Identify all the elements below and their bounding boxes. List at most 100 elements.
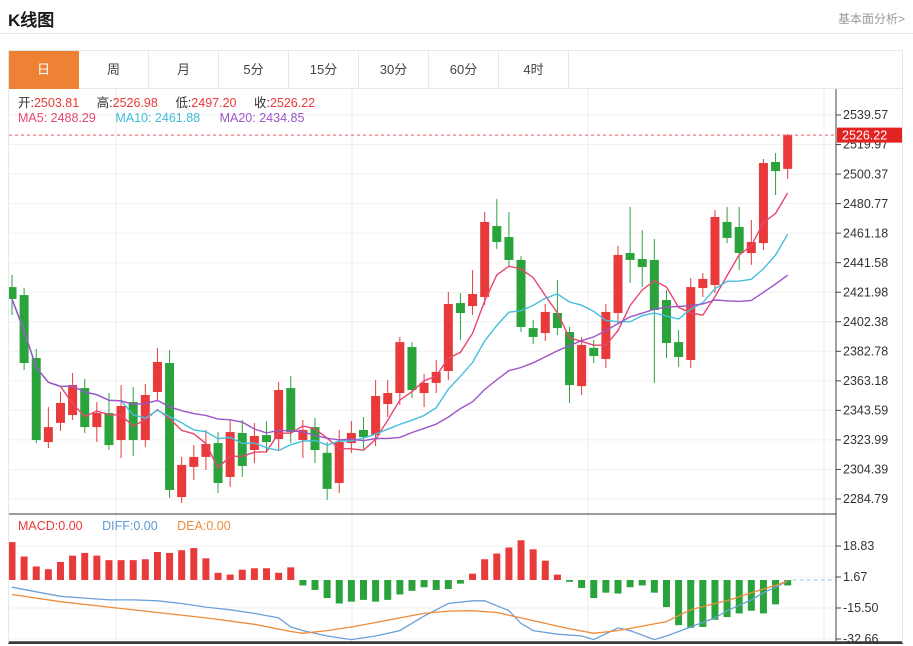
candle-body xyxy=(589,347,599,356)
candle-body xyxy=(686,287,696,361)
price-label: 2461.18 xyxy=(843,226,888,240)
candle-body xyxy=(516,259,526,328)
tab-15min[interactable]: 15分 xyxy=(289,51,359,89)
candle-body xyxy=(371,396,381,436)
dea-line xyxy=(11,580,788,634)
macd-label: -32.66 xyxy=(843,632,878,643)
macd-bar xyxy=(250,568,258,581)
candle-body xyxy=(383,393,393,405)
kline-chart-svg[interactable]: 2539.572519.972500.372480.772461.182441.… xyxy=(9,89,902,643)
macd-label: 1.67 xyxy=(843,570,867,584)
macd-bar xyxy=(347,580,355,602)
price-label: 2343.59 xyxy=(843,404,888,418)
candle-body xyxy=(358,429,368,438)
candle-body xyxy=(661,300,671,343)
macd-bar xyxy=(56,561,64,581)
candle-body xyxy=(334,442,344,484)
ma10-value: MA10: 2461.88 xyxy=(115,111,201,125)
ma-line-ma10 xyxy=(11,233,789,452)
price-label: 2500.37 xyxy=(843,167,888,181)
macd-bar xyxy=(481,559,489,581)
candle-body xyxy=(771,161,781,172)
price-label: 2323.99 xyxy=(843,433,888,447)
low-value: 2497.20 xyxy=(191,96,237,110)
macd-bar xyxy=(578,580,586,588)
tab-day[interactable]: 日 xyxy=(9,51,79,89)
candle-body xyxy=(613,254,623,313)
candle-body xyxy=(528,328,538,337)
candle-body xyxy=(286,388,296,433)
candle-body xyxy=(116,405,126,441)
fundamental-analysis-link[interactable]: 基本面分析> xyxy=(837,12,905,26)
price-label: 2421.98 xyxy=(843,285,888,299)
macd-bar xyxy=(69,555,77,581)
candle-body xyxy=(104,413,114,446)
candle-body xyxy=(165,363,175,490)
candle-body xyxy=(419,382,429,394)
candle-body xyxy=(213,443,223,484)
candle-body xyxy=(68,385,78,416)
candle-body xyxy=(298,429,308,441)
tab-5min[interactable]: 5分 xyxy=(219,51,289,89)
tab-60min[interactable]: 60分 xyxy=(429,51,499,89)
macd-bar xyxy=(372,580,380,602)
macd-bar xyxy=(650,580,658,593)
candle-body xyxy=(674,342,684,358)
macd-bar xyxy=(287,567,295,581)
macd-bar xyxy=(456,580,464,584)
candle-body xyxy=(19,295,29,364)
candle-body xyxy=(225,432,235,477)
macd-bar xyxy=(20,556,28,581)
macd-bar xyxy=(311,580,319,590)
tab-30min[interactable]: 30分 xyxy=(359,51,429,89)
candle-body xyxy=(177,464,187,498)
candle-body xyxy=(710,216,720,285)
candle-body xyxy=(722,221,732,238)
macd-bar xyxy=(166,552,174,581)
macd-bar xyxy=(117,560,125,581)
candle-body xyxy=(237,432,247,466)
ma20-value: MA20: 2434.85 xyxy=(219,111,305,125)
macd-bar xyxy=(420,580,428,588)
macd-bar xyxy=(723,580,731,618)
macd-value: MACD:0.00 xyxy=(18,519,83,533)
macd-bar xyxy=(493,553,501,581)
tab-row-spacer xyxy=(569,51,902,88)
ma-bar: MA5: 2488.29 MA10: 2461.88 MA20: 2434.85 xyxy=(18,111,304,125)
macd-bar xyxy=(214,572,222,581)
diff-value: DIFF:0.00 xyxy=(102,519,158,533)
title-divider xyxy=(0,33,913,34)
macd-bar xyxy=(566,580,574,582)
page-title: K线图 xyxy=(8,11,55,30)
high-value: 2526.98 xyxy=(112,96,158,110)
macd-bar xyxy=(699,580,707,627)
tab-week[interactable]: 周 xyxy=(79,51,149,89)
candle-body xyxy=(649,259,659,310)
candle-body xyxy=(407,347,417,391)
candle-body xyxy=(43,427,53,443)
candle-body xyxy=(698,278,708,288)
tab-month[interactable]: 月 xyxy=(149,51,219,89)
candle-body xyxy=(637,259,647,268)
candle-body xyxy=(92,413,102,428)
close-value: 2526.22 xyxy=(269,96,316,110)
tab-4hour[interactable]: 4时 xyxy=(499,51,569,89)
macd-bar xyxy=(469,573,477,581)
chart-container: 日 周 月 5分 15分 30分 60分 4时 2539.57 2519.97 25… xyxy=(8,50,903,644)
macd-label: 18.83 xyxy=(843,539,874,553)
macd-bar xyxy=(226,574,234,581)
macd-bar xyxy=(553,574,561,581)
price-label: 2284.79 xyxy=(843,492,888,506)
candle-body xyxy=(189,456,199,467)
price-label: 2402.38 xyxy=(843,315,888,329)
open-value: 2503.81 xyxy=(33,96,80,110)
candle-body xyxy=(577,344,587,387)
macd-indicator-bar: MACD:0.00 DIFF:0.00 DEA:0.00 xyxy=(18,519,231,533)
macd-bar xyxy=(675,580,683,626)
macd-bar xyxy=(444,580,452,590)
macd-bar xyxy=(396,580,404,595)
candle-body xyxy=(55,402,65,423)
price-label: 2363.18 xyxy=(843,374,888,388)
macd-bar xyxy=(517,540,525,581)
